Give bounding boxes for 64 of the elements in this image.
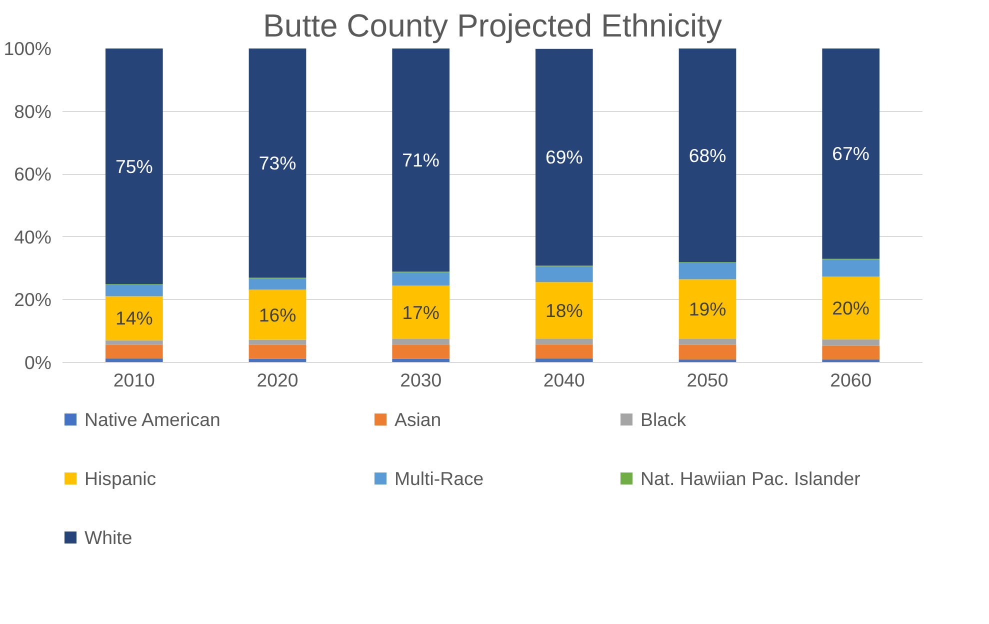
legend-label: Hispanic: [84, 468, 156, 489]
bar: [678, 262, 736, 280]
legend-label: Nat. Hawiian Pac. Islander: [640, 468, 860, 489]
bar: [248, 290, 306, 340]
y-tick-label: 40%: [14, 226, 52, 248]
y-tick-label: 0%: [24, 352, 52, 373]
chart-title: Butte County Projected Ethnicity: [263, 8, 722, 44]
bar: [392, 286, 450, 339]
data-label: 19%: [688, 298, 726, 320]
bar: [106, 296, 163, 340]
y-tick-label: 100%: [4, 38, 52, 59]
data-label: 17%: [402, 302, 440, 323]
bar: [822, 260, 880, 276]
bar: [536, 282, 593, 339]
legend-label: Multi-Race: [394, 468, 484, 489]
bar: [106, 344, 163, 358]
y-tick-label: 80%: [14, 100, 52, 122]
bar: [678, 279, 736, 339]
bar: [536, 266, 593, 282]
bar: [248, 340, 306, 345]
legend-label: Black: [640, 409, 687, 430]
bar: [822, 346, 880, 360]
legend-label: White: [84, 527, 132, 548]
x-tick-label: 2020: [256, 370, 298, 390]
data-label: 75%: [115, 156, 153, 177]
bar: [536, 344, 593, 358]
bar: [822, 276, 880, 340]
data-label: 67%: [832, 143, 870, 164]
bar: [822, 48, 880, 259]
data-label: 20%: [832, 297, 870, 318]
bar: [392, 272, 450, 286]
x-tick-label: 2030: [400, 370, 442, 390]
legend-label: Asian: [394, 409, 442, 430]
data-label: 18%: [545, 300, 583, 321]
bar: [392, 338, 450, 345]
y-tick-label: 60%: [14, 164, 52, 185]
data-label: 16%: [258, 304, 296, 326]
bar: [248, 48, 306, 278]
bar: [822, 339, 880, 346]
bar: [248, 344, 306, 359]
bar: [248, 278, 306, 290]
data-label: 14%: [115, 308, 153, 329]
bar: [392, 358, 450, 362]
data-label: 69%: [545, 146, 583, 168]
x-tick-label: 2050: [686, 370, 728, 390]
bar: [248, 358, 306, 362]
bar: [106, 340, 163, 345]
bar: [536, 338, 593, 344]
bar: [536, 48, 593, 266]
x-tick-label: 2040: [543, 370, 585, 390]
data-label: 73%: [258, 152, 296, 174]
bar: [392, 48, 450, 272]
x-tick-label: 2060: [830, 370, 872, 390]
x-tick-label: 2010: [113, 370, 155, 390]
bar: [678, 338, 736, 345]
bar: [106, 48, 163, 284]
data-label: 68%: [688, 144, 726, 166]
data-label: 71%: [402, 149, 440, 170]
y-tick-label: 20%: [14, 289, 52, 310]
legend-label: Native American: [84, 409, 220, 430]
bar: [106, 284, 163, 296]
bar: [678, 344, 736, 360]
bar: [392, 344, 450, 359]
bar: [678, 48, 736, 262]
